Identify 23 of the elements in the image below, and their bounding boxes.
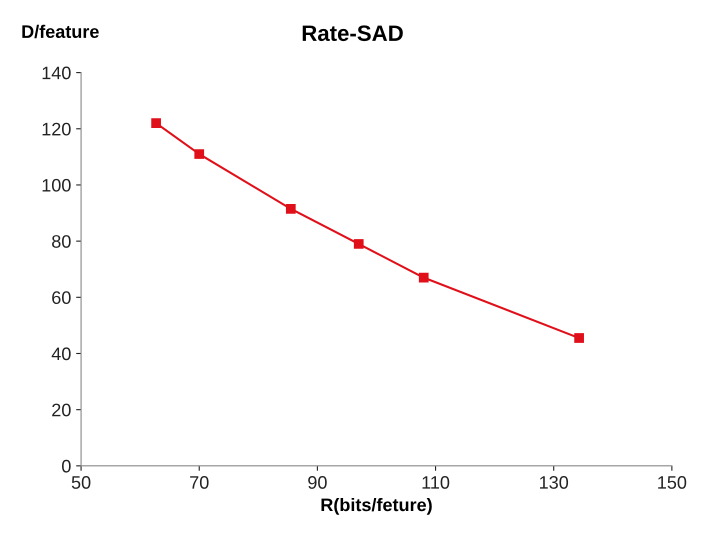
y-tick-label: 120 (42, 122, 71, 136)
y-tick-label: 40 (52, 347, 71, 360)
x-tick-label: 130 (540, 476, 568, 489)
y-tick-label: 0 (62, 460, 71, 473)
point (194, 149, 204, 159)
y-axis-title: D/feature (22, 24, 99, 38)
y-tick-label: 100 (42, 178, 71, 192)
x-tick-label: 90 (308, 476, 327, 489)
x-tick-label: 110 (422, 476, 450, 489)
x-tick-label: 150 (658, 476, 686, 489)
y-tick-label: 80 (52, 235, 71, 248)
point (151, 118, 161, 128)
point (286, 204, 296, 214)
point (354, 239, 364, 249)
x-axis-title: R(bits/feture) (322, 498, 432, 515)
y-tick-label: 140 (42, 66, 71, 80)
x-tick-label: 70 (190, 476, 209, 489)
x-tick-label: 50 (72, 476, 90, 489)
point (574, 333, 584, 343)
point (418, 272, 429, 283)
y-tick-label: 60 (52, 291, 71, 304)
y-tick-label: 20 (52, 404, 71, 416)
chart-title: Rate-SAD (302, 25, 403, 42)
